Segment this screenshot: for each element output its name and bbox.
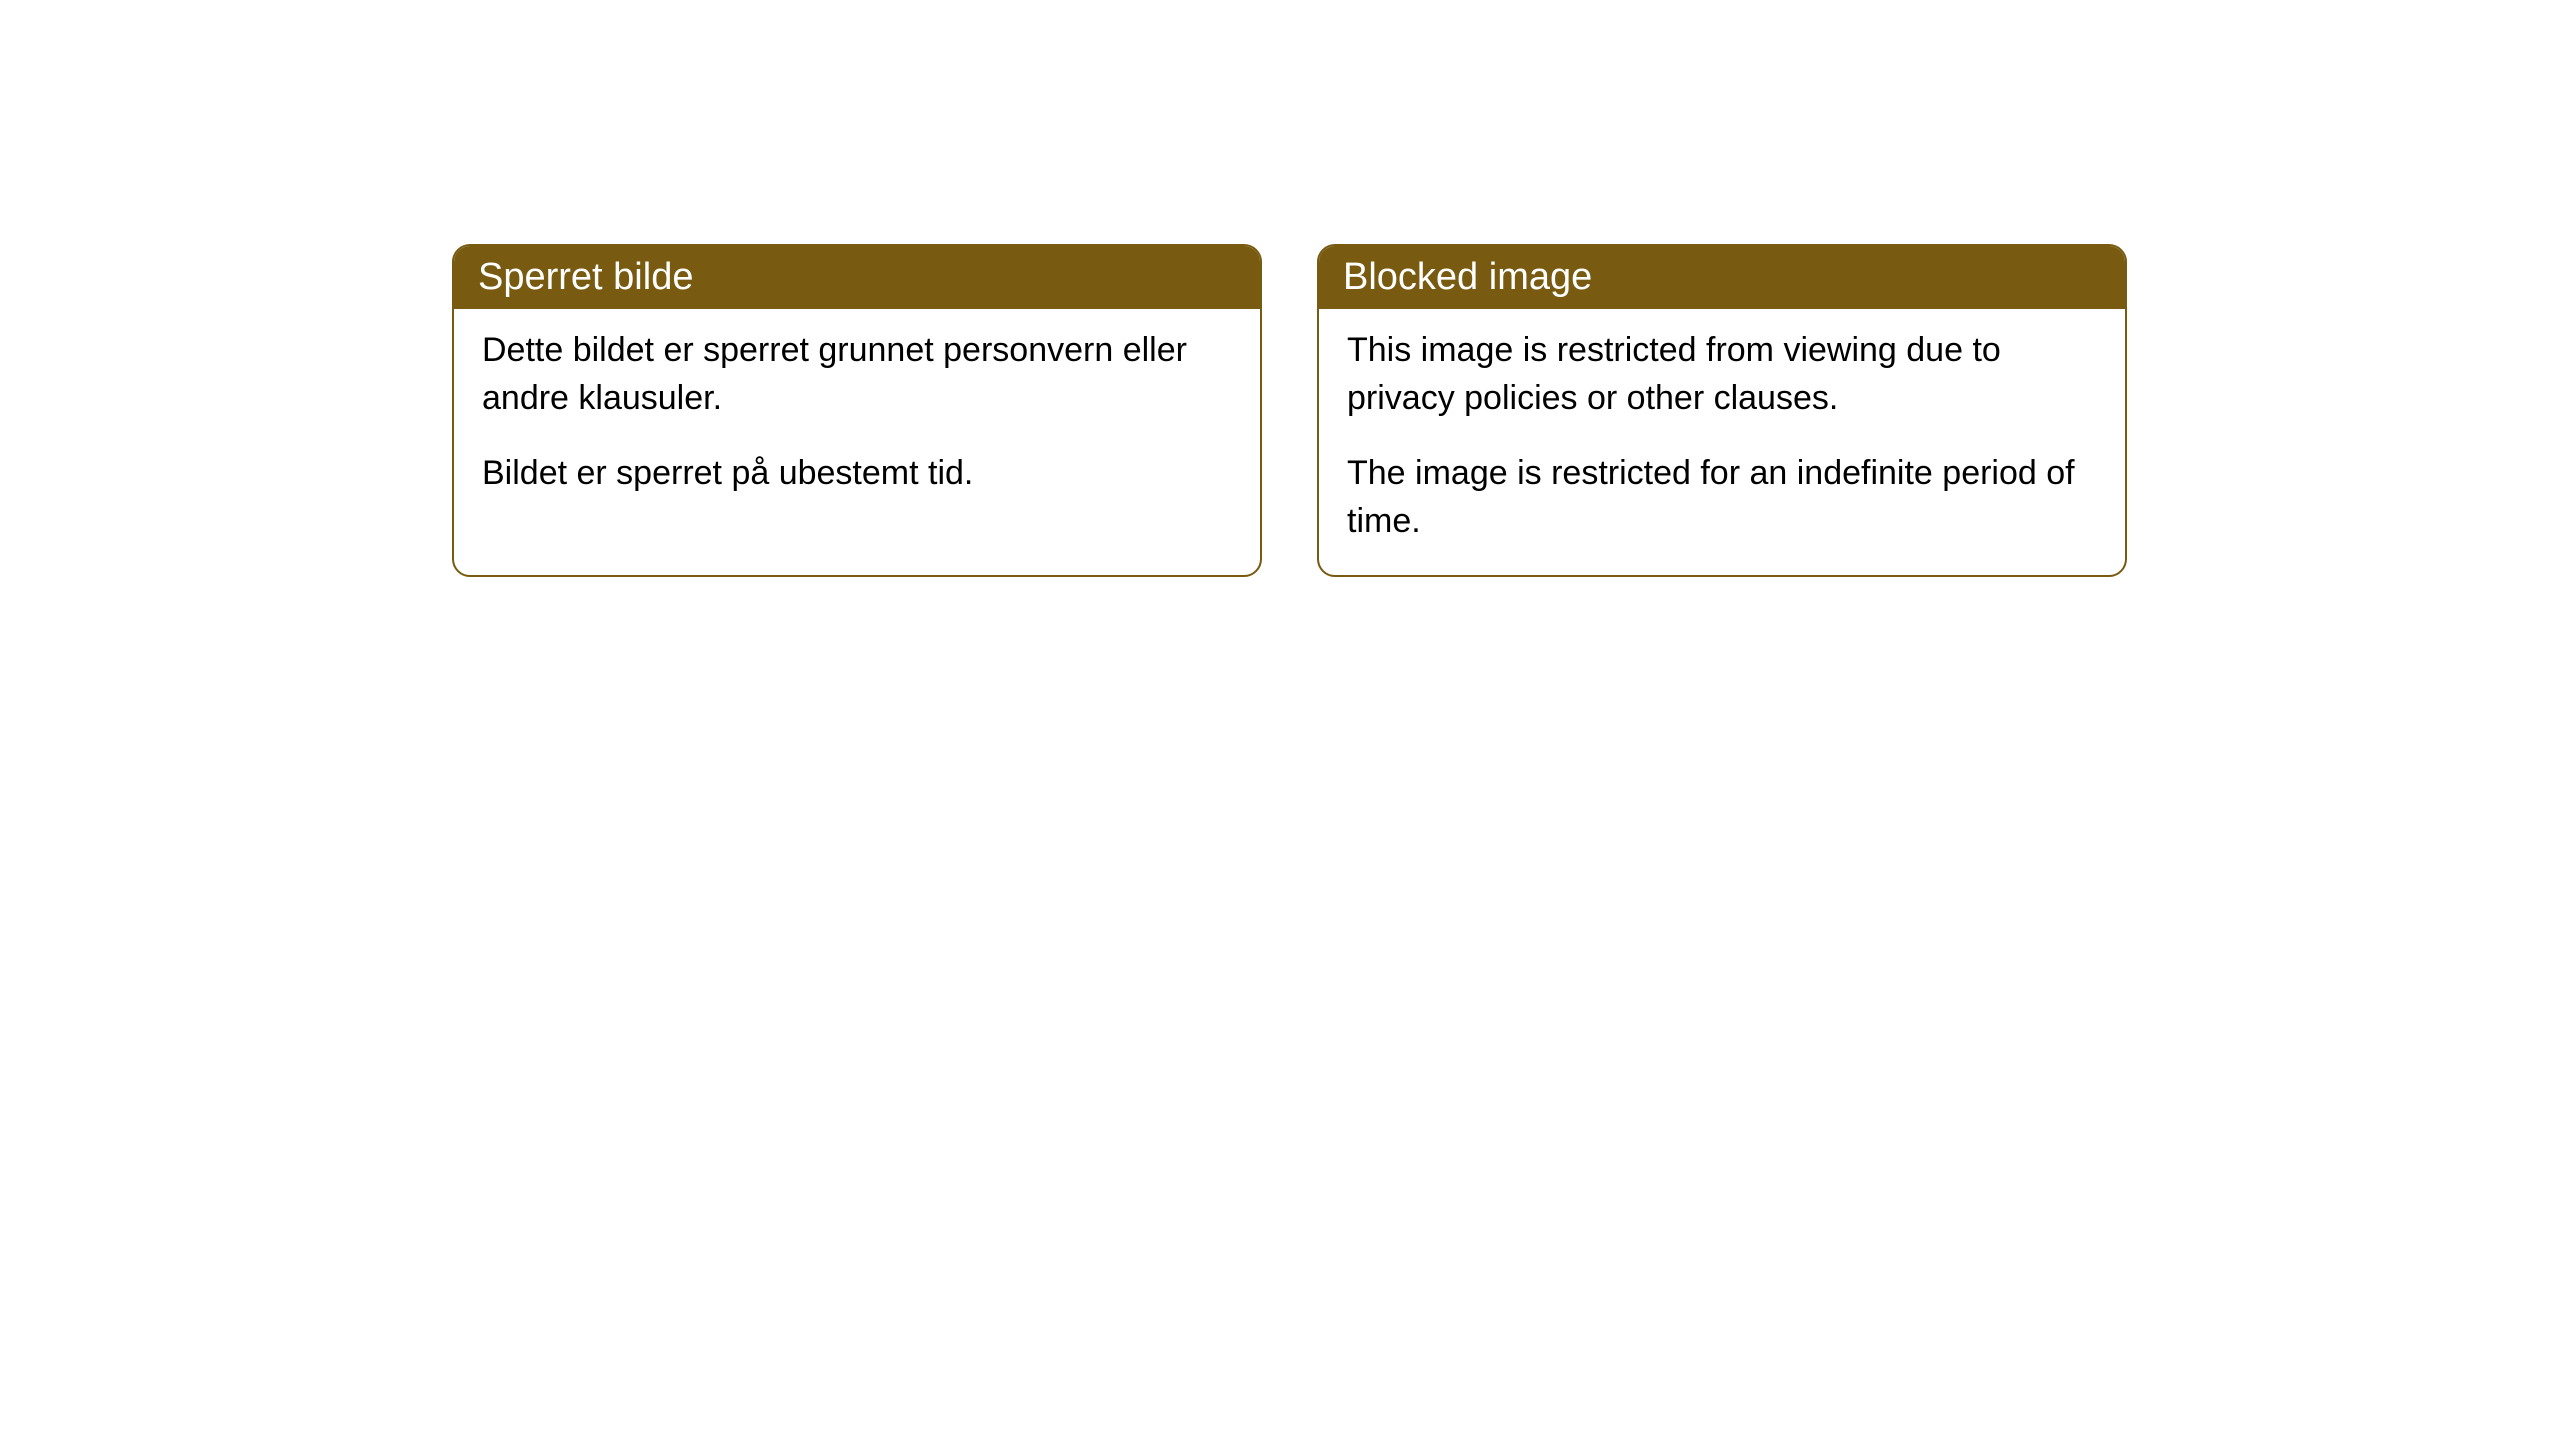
card-header-english: Blocked image: [1319, 246, 2125, 309]
blocked-image-card-english: Blocked image This image is restricted f…: [1317, 244, 2127, 577]
card-paragraph-2-norwegian: Bildet er sperret på ubestemt tid.: [482, 450, 1232, 498]
cards-container: Sperret bilde Dette bildet er sperret gr…: [452, 244, 2127, 577]
card-paragraph-2-english: The image is restricted for an indefinit…: [1347, 450, 2097, 545]
card-body-norwegian: Dette bildet er sperret grunnet personve…: [454, 309, 1260, 528]
card-title-english: Blocked image: [1343, 256, 1592, 298]
card-paragraph-1-norwegian: Dette bildet er sperret grunnet personve…: [482, 327, 1232, 422]
card-header-norwegian: Sperret bilde: [454, 246, 1260, 309]
card-paragraph-1-english: This image is restricted from viewing du…: [1347, 327, 2097, 422]
card-body-english: This image is restricted from viewing du…: [1319, 309, 2125, 575]
card-title-norwegian: Sperret bilde: [478, 256, 693, 298]
blocked-image-card-norwegian: Sperret bilde Dette bildet er sperret gr…: [452, 244, 1262, 577]
